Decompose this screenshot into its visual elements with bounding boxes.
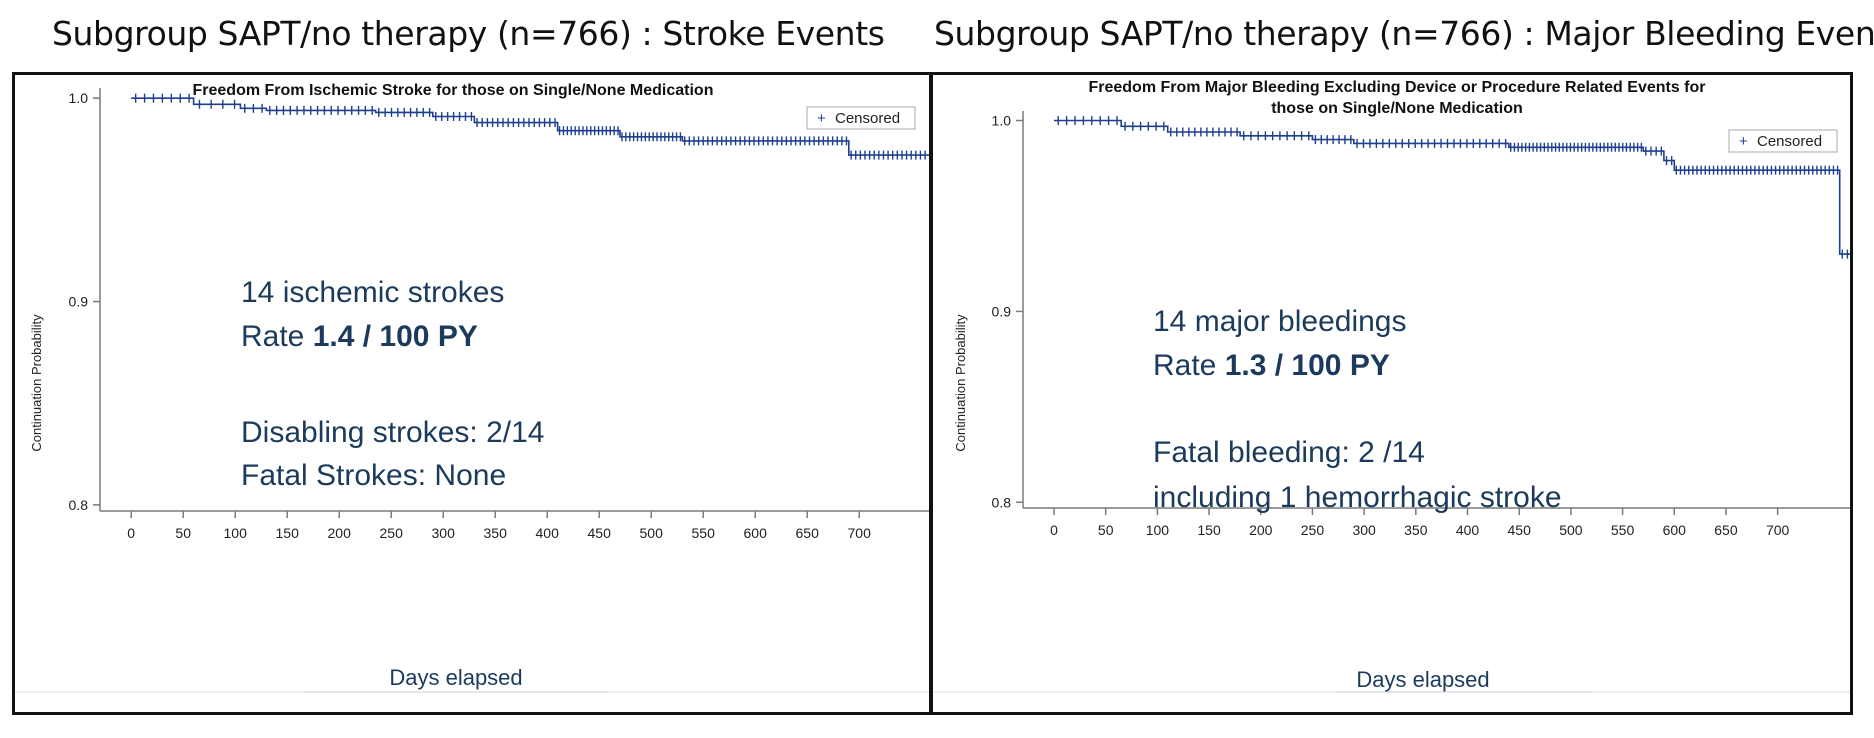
x-axis-label: Days elapsed [389,665,522,690]
x-tick-label: 300 [432,525,456,541]
x-tick-label: 500 [640,525,664,541]
x-tick-label: 400 [1456,522,1480,538]
plot-frame [99,88,932,512]
y-tick-label: 0.8 [69,497,89,513]
x-tick-label: 350 [1404,522,1428,538]
x-axis: 0 50 100 150 200 250 300 350 400 450 500 550 600 650 7… [127,511,871,541]
legend-label: Censored [835,110,900,127]
annotation-rate-value: 1.4 / 100 PY [313,320,478,353]
chart-title-line-2: those on Single/None Medication [1271,100,1523,117]
y-axis-label: Continuation Probability [953,314,968,452]
x-tick-label: 300 [1352,522,1376,538]
y-axis: 0.8 0.9 1.0 [69,90,100,513]
annotation-line-3: Disabling strokes: 2/14 [241,416,545,449]
annotation-rate: Rate 1.3 / 100 PY [1153,349,1390,382]
x-tick-label: 450 [1508,522,1532,538]
censored-marks [134,93,931,160]
legend: + Censored [1728,129,1838,153]
chart-title: Freedom From Ischemic Stroke for those o… [193,82,714,99]
x-tick-label: 0 [1050,522,1058,538]
y-tick-label: 0.8 [992,494,1012,510]
x-tick-label: 50 [1098,522,1114,538]
x-tick-label: 250 [1301,522,1325,538]
y-tick-label: 0.9 [992,303,1012,319]
x-tick-label: 550 [1611,522,1635,538]
bleeding-km-chart: Freedom From Major Bleeding Excluding De… [933,79,1850,693]
x-tick-label: 600 [744,525,768,541]
x-tick-label: 0 [127,525,135,541]
x-tick-label: 400 [536,525,560,541]
annotation-events: 14 major bleedings [1153,305,1407,338]
chart-title: Freedom From Major Bleeding Excluding De… [1088,79,1705,96]
legend: + Censored [806,106,916,130]
left-chart-heading: Subgroup SAPT/no therapy (n=766) : Strok… [52,14,885,53]
x-tick-label: 100 [1146,522,1170,538]
survival-curve [1054,119,1850,255]
x-tick-label: 350 [484,525,508,541]
y-axis: 0.8 0.9 1.0 [992,113,1023,510]
annotation-line-3: Fatal bleeding: 2 /14 [1153,436,1425,469]
x-tick-label: 200 [1249,522,1273,538]
survival-step-line [1054,119,1850,255]
annotation-text: 14 major bleedings Rate 1.3 / 100 PY Fat… [1153,305,1562,514]
plot-frame [1022,111,1850,509]
x-tick-label: 150 [276,525,300,541]
legend-symbol: + [817,110,826,127]
x-tick-label: 700 [1766,522,1790,538]
x-tick-label: 450 [588,525,612,541]
x-tick-label: 700 [848,525,872,541]
x-tick-label: 250 [380,525,404,541]
x-tick-label: 500 [1559,522,1583,538]
x-tick-label: 200 [328,525,352,541]
x-axis: 0 50 100 150 200 250 300 350 400 450 500 550 600 650 7… [1050,508,1790,538]
legend-label: Censored [1757,133,1822,150]
annotation-rate-value: 1.3 / 100 PY [1225,349,1390,382]
censored-marks [1057,116,1849,259]
annotation-line-4: Fatal Strokes: None [241,459,506,492]
bleeding-chart-panel: Freedom From Major Bleeding Excluding De… [930,72,1853,715]
stroke-chart-panel: Freedom From Ischemic Stroke for those o… [12,72,932,715]
annotation-line-4: including 1 hemorrhagic stroke [1153,481,1562,514]
x-axis-label: Days elapsed [1356,667,1489,692]
x-tick-label: 600 [1663,522,1687,538]
right-chart-heading: Subgroup SAPT/no therapy (n=766) : Major… [934,14,1874,53]
legend-symbol: + [1739,133,1748,150]
annotation-text: 14 ischemic strokes Rate 1.4 / 100 PY Di… [241,276,545,492]
x-tick-label: 100 [224,525,248,541]
x-tick-label: 650 [1714,522,1738,538]
y-tick-label: 1.0 [69,90,89,106]
x-tick-label: 150 [1197,522,1221,538]
y-tick-label: 1.0 [992,113,1012,129]
annotation-rate: Rate 1.4 / 100 PY [241,320,478,353]
stroke-km-chart: Freedom From Ischemic Stroke for those o… [15,82,932,693]
annotation-events: 14 ischemic strokes [241,276,504,309]
x-tick-label: 650 [796,525,820,541]
y-tick-label: 0.9 [69,294,89,310]
x-tick-label: 50 [175,525,191,541]
y-axis-label: Continuation Probability [29,314,44,452]
x-tick-label: 550 [692,525,716,541]
